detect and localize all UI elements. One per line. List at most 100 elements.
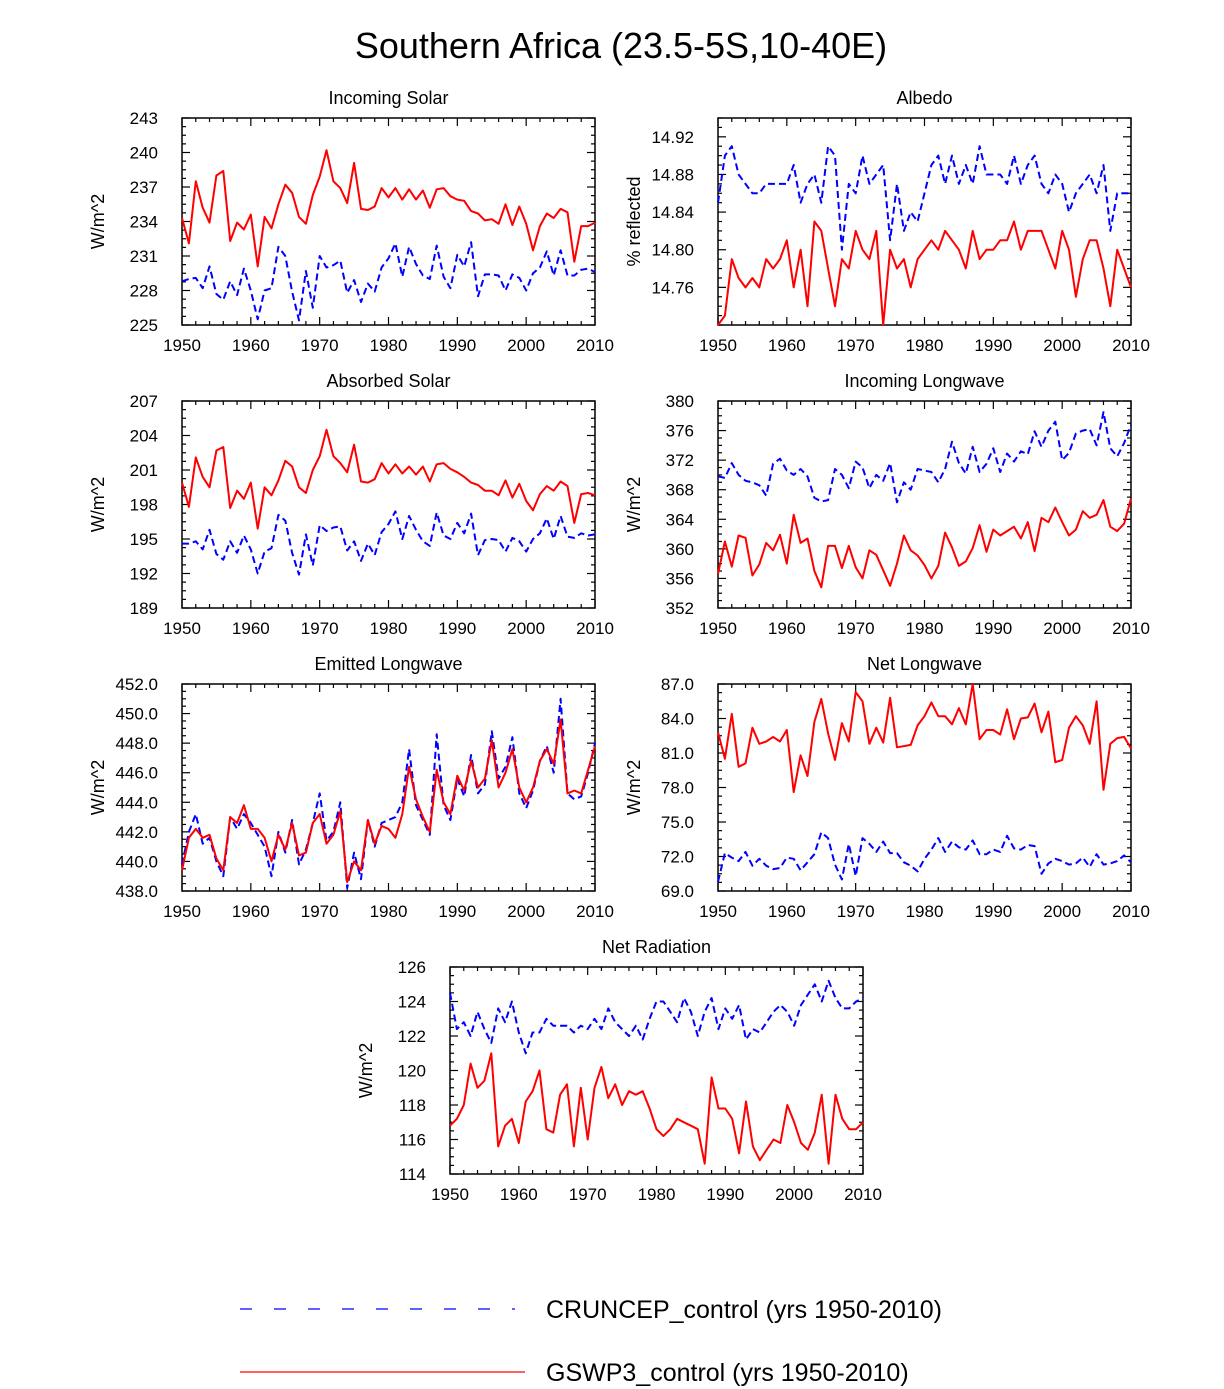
incoming-solar-ytick-label: 240 [130,144,158,163]
incoming-solar-ytick-label: 234 [130,213,158,232]
incoming-longwave-ytick-label: 368 [666,481,694,500]
albedo-ticks [717,117,1132,326]
incoming-longwave-ytick-label: 356 [666,569,694,588]
emitted-longwave-xtick-label: 1970 [301,902,339,921]
incoming-solar-xtick-label: 1950 [163,336,201,355]
albedo-xtick-label: 1950 [699,336,737,355]
net-longwave-series-cruncep [717,831,1132,883]
incoming-longwave-ticks [717,400,1132,609]
net-radiation-ytick-label: 118 [399,1096,426,1115]
incoming-longwave-series-cruncep [717,411,1132,504]
incoming-longwave-ytick-label: 372 [666,451,694,470]
emitted-longwave-xtick-label: 2000 [507,902,545,921]
absorbed-solar-ytick-label: 195 [130,530,158,549]
albedo-ytick-label: 14.84 [651,203,694,222]
incoming-solar-ylabel: W/m^2 [88,194,108,249]
net-longwave-xtick-label: 2000 [1043,902,1081,921]
emitted-longwave-xtick-label: 1960 [232,902,270,921]
net-longwave-xtick-label: 2010 [1112,902,1150,921]
albedo-ytick-label: 14.76 [651,278,694,297]
absorbed-solar-xtick-label: 1960 [232,619,270,638]
incoming-solar-ytick-label: 243 [130,109,158,128]
legend-label-gswp3: GSWP3_control (yrs 1950-2010) [546,1359,909,1387]
incoming-solar-ytick-label: 237 [130,178,158,197]
incoming-solar-series-gswp3 [181,149,596,268]
incoming-longwave-ylabel: W/m^2 [624,477,644,532]
incoming-longwave-xtick-label: 1980 [906,619,944,638]
net-radiation-series-gswp3 [449,1052,864,1165]
albedo-panel: Albedo % reflected 1950 1960 1970 1980 1990 200… [624,88,1150,355]
albedo-ytick-label: 14.80 [651,241,694,260]
incoming-solar-xtick-label: 1970 [301,336,339,355]
net-longwave-ytick-label: 78.0 [661,779,694,798]
incoming-longwave-ytick-label: 360 [666,540,694,559]
incoming-longwave-panel: Incoming Longwave W/m^2 1950 1960 1970 1980 19… [624,371,1150,638]
incoming-solar-ytick-label: 228 [130,282,158,301]
net-radiation-ylabel: W/m^2 [356,1043,376,1098]
incoming-longwave-plot-frame [717,400,1132,609]
albedo-xtick-label: 1980 [906,336,944,355]
net-radiation-ytick-label: 122 [398,1027,426,1046]
net-radiation-ytick-label: 120 [398,1062,426,1081]
emitted-longwave-xtick-label: 2010 [576,902,614,921]
absorbed-solar-panel: Absorbed Solar W/m^2 1950 1960 1970 1980 1990 2… [88,371,614,638]
net-longwave-panel: Net Longwave W/m^2 1950 1960 1970 1980 1990 200… [624,654,1150,921]
albedo-series-cruncep [717,145,1131,251]
absorbed-solar-xtick-label: 1980 [370,619,408,638]
emitted-longwave-series-cruncep [181,697,596,889]
incoming-longwave-ytick-label: 352 [666,599,694,618]
incoming-longwave-xtick-label: 1960 [768,619,806,638]
absorbed-solar-ytick-label: 204 [130,427,158,446]
absorbed-solar-title: Absorbed Solar [326,371,450,391]
emitted-longwave-ytick-label: 450.0 [115,705,158,724]
incoming-solar-ticks [181,117,596,326]
net-longwave-xtick-label: 1960 [768,902,806,921]
absorbed-solar-ytick-label: 192 [130,565,158,584]
legend-label-cruncep: CRUNCEP_control (yrs 1950-2010) [546,1296,942,1324]
net-longwave-ytick-label: 81.0 [661,744,694,763]
net-longwave-ytick-label: 75.0 [661,813,694,832]
emitted-longwave-xtick-label: 1950 [163,902,201,921]
absorbed-solar-ytick-label: 201 [130,461,158,480]
albedo-xtick-label: 2000 [1043,336,1081,355]
albedo-ylabel: % reflected [624,176,644,266]
absorbed-solar-series-cruncep [182,510,596,576]
incoming-solar-ytick-label: 231 [130,247,158,266]
absorbed-solar-plot-frame [181,400,596,609]
incoming-longwave-xtick-label: 1970 [837,619,875,638]
net-longwave-xtick-label: 1970 [837,902,875,921]
emitted-longwave-xtick-label: 1990 [438,902,476,921]
net-longwave-ytick-label: 72.0 [661,848,694,867]
emitted-longwave-ytick-label: 452.0 [115,675,158,694]
incoming-longwave-xtick-label: 1950 [699,619,737,638]
incoming-longwave-ytick-label: 380 [666,392,694,411]
emitted-longwave-ylabel: W/m^2 [88,760,108,815]
incoming-solar-title: Incoming Solar [328,88,448,108]
emitted-longwave-xtick-label: 1980 [370,902,408,921]
net-radiation-xtick-label: 1950 [431,1185,469,1204]
emitted-longwave-series-gswp3 [181,718,596,884]
absorbed-solar-ytick-label: 189 [130,599,158,618]
incoming-solar-xtick-label: 1990 [438,336,476,355]
emitted-longwave-ytick-label: 444.0 [115,793,158,812]
net-radiation-panel: Net Radiation W/m^2 1950 1960 1970 1980 1990 20… [356,937,882,1204]
net-radiation-ytick-label: 126 [398,958,426,977]
net-longwave-ytick-label: 69.0 [661,882,694,901]
emitted-longwave-ytick-label: 446.0 [115,764,158,783]
emitted-longwave-ticks [181,683,596,892]
absorbed-solar-ylabel: W/m^2 [88,477,108,532]
net-radiation-ytick-label: 114 [399,1165,426,1184]
absorbed-solar-series-gswp3 [181,428,596,530]
incoming-longwave-xtick-label: 2010 [1112,619,1150,638]
emitted-longwave-ytick-label: 438.0 [115,882,158,901]
incoming-longwave-ytick-label: 364 [666,510,694,529]
net-longwave-xtick-label: 1990 [974,902,1012,921]
net-longwave-ytick-label: 87.0 [661,675,694,694]
net-longwave-ticks [717,683,1132,892]
absorbed-solar-ticks [181,400,596,609]
incoming-solar-plot-frame [181,117,596,326]
incoming-solar-panel: Incoming Solar W/m^2 1950 1960 1970 1980 1990 2… [88,88,614,355]
incoming-solar-ytick-label: 225 [130,316,158,335]
incoming-longwave-series-gswp3 [717,498,1132,589]
